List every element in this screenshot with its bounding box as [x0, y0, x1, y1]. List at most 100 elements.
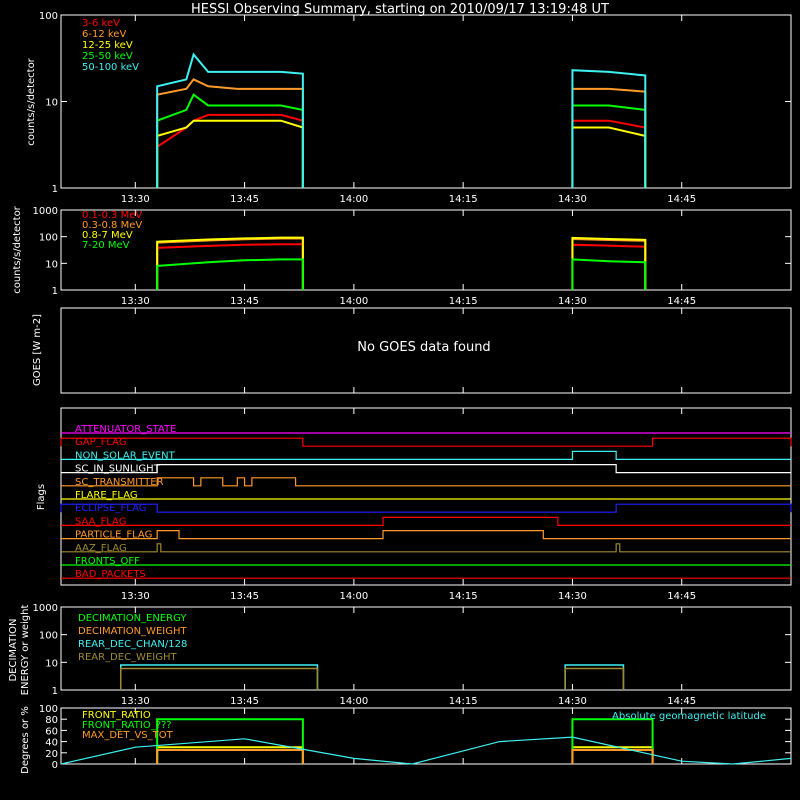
xray-series-1-seg-0	[156, 78, 304, 188]
y-tick-label-10: 10	[45, 98, 58, 109]
panel-xray-frame	[60, 14, 792, 189]
gamma-series-3-seg-0	[156, 258, 304, 290]
gamma-legend-1: 0.3-0.8 MeV	[82, 220, 142, 231]
flag-label-4: SC_TRANSMITTER	[75, 477, 164, 488]
y-tick-label-100: 100	[39, 704, 58, 715]
gamma-series-0-seg-0	[156, 243, 304, 290]
flag-trace-6	[60, 503, 792, 513]
xray-series-4-seg-1	[571, 69, 647, 188]
flag-trace-4	[61, 477, 791, 487]
flag-trace-1	[60, 437, 792, 447]
dec-series-3-seg-0	[119, 667, 319, 690]
dec-ylabel-1: DECIMATION	[8, 618, 19, 681]
y-tick-label-1: 1	[52, 686, 58, 697]
flag-label-3: SC_IN_SUNLIGHT	[75, 464, 161, 475]
xray-series-1-seg-1	[571, 87, 647, 188]
gamma-time-label-2: 14:00	[339, 296, 368, 307]
xray-series-2-seg-1	[571, 126, 647, 188]
gamma-series-0-seg-1	[571, 243, 647, 290]
y-tick-label-10: 10	[45, 658, 58, 669]
flag-trace-8	[61, 529, 791, 540]
flags-ylabel: Flags	[36, 484, 47, 510]
xray-series-0-seg-0	[156, 113, 304, 188]
dec-legend-1: DECIMATION_WEIGHT	[78, 626, 187, 637]
ratio-series-3	[60, 736, 792, 765]
gamma-legend-2: 0.8-7 MeV	[82, 230, 133, 241]
goes-message: No GOES data found	[357, 340, 490, 355]
xray-time-label-5: 14:45	[667, 194, 696, 205]
ratio-series-1-seg-1	[571, 718, 654, 764]
dec-legend-0: DECIMATION_ENERGY	[78, 613, 187, 624]
xray-series-2-seg-0	[156, 119, 304, 188]
y-tick-label-1000: 1000	[33, 206, 58, 217]
xray-legend-0: 3-6 keV	[82, 18, 120, 29]
gamma-time-label-5: 14:45	[667, 296, 696, 307]
xray-time-label-3: 14:15	[449, 194, 478, 205]
dec-time-label-2: 14:00	[339, 696, 368, 707]
flags-time-label-1: 13:45	[230, 591, 259, 602]
y-tick-label-20: 20	[45, 749, 58, 760]
xray-time-label-0: 13:30	[121, 194, 150, 205]
goes-ylabel: GOES [W m-2]	[32, 314, 43, 386]
flag-label-10: FRONTS_OFF	[75, 556, 140, 567]
flag-trace-3	[61, 464, 791, 474]
gamma-time-label-4: 14:30	[558, 296, 587, 307]
gamma-time-label-0: 13:30	[121, 296, 150, 307]
xray-ylabel: counts/s/detector	[26, 57, 37, 145]
dec-time-label-5: 14:45	[667, 696, 696, 707]
panel-decimation-frame	[60, 606, 792, 691]
y-tick-label-80: 80	[45, 715, 58, 726]
flag-label-9: AAZ_FLAG	[75, 543, 127, 554]
xray-legend-4: 50-100 keV	[82, 62, 139, 73]
xray-series-4-seg-0	[156, 52, 304, 188]
flags-time-label-0: 13:30	[121, 591, 150, 602]
xray-time-label-2: 14:00	[339, 194, 368, 205]
gamma-legend-0: 0.1-0.3 MeV	[82, 210, 142, 221]
gamma-series-2-seg-1	[571, 236, 647, 290]
flag-label-11: BAD_PACKETS	[75, 569, 146, 580]
ratio-series-2-seg-0	[156, 749, 304, 764]
y-tick-label-0: 0	[52, 760, 58, 771]
flags-time-label-2: 14:00	[339, 591, 368, 602]
dec-time-label-1: 13:45	[230, 696, 259, 707]
ratio-legend-0: FRONT_RATIO	[82, 710, 151, 721]
panel-gamma-frame	[60, 209, 792, 291]
xray-time-label-1: 13:45	[230, 194, 259, 205]
xray-legend-1: 6-12 keV	[82, 29, 126, 40]
y-tick-label-40: 40	[45, 738, 58, 749]
panel-goes-frame	[60, 307, 792, 394]
plot-title: HESSI Observing Summary, starting on 201…	[191, 2, 609, 17]
y-tick-label-100: 100	[39, 233, 58, 244]
flags-time-label-5: 14:45	[667, 591, 696, 602]
xray-legend-3: 25-50 keV	[82, 51, 133, 62]
y-tick-label-60: 60	[45, 726, 58, 737]
gamma-time-label-1: 13:45	[230, 296, 259, 307]
flag-label-0: ATTENUATOR_STATE	[75, 424, 176, 435]
dec-time-label-0: 13:30	[121, 696, 150, 707]
panel-flags-frame	[60, 407, 792, 586]
flag-trace-2	[61, 450, 791, 460]
ratio-legend-1: FRONT_RATIO_???	[82, 720, 172, 731]
dec-ylabel-2: ENERGY or weight	[20, 605, 31, 696]
xray-series-0-seg-1	[571, 119, 647, 188]
gamma-ylabel: counts/s/detector	[12, 205, 23, 293]
xray-time-label-4: 14:30	[558, 194, 587, 205]
dec-legend-3: REAR_DEC_WEIGHT	[78, 652, 177, 663]
gamma-legend-3: 7-20 MeV	[82, 240, 130, 251]
dec-time-label-4: 14:30	[558, 696, 587, 707]
xray-legend-2: 12-25 keV	[82, 40, 133, 51]
flag-label-5: FLARE_FLAG	[75, 490, 138, 501]
ratio-series-2-seg-1	[571, 749, 654, 764]
y-tick-label-1000: 1000	[33, 603, 58, 614]
dec-series-3-seg-1	[564, 667, 625, 690]
panel-ratio-frame	[60, 707, 792, 765]
flag-label-8: PARTICLE_FLAG	[75, 530, 152, 541]
y-tick-label-1: 1	[52, 184, 58, 195]
gamma-series-3-seg-1	[571, 258, 647, 290]
ratio-legend-2: MAX_DET_VS_TOT	[82, 730, 174, 741]
flags-time-label-4: 14:30	[558, 591, 587, 602]
dec-time-label-3: 14:15	[449, 696, 478, 707]
xray-series-3-seg-0	[156, 93, 304, 188]
flag-label-2: NON_SOLAR_EVENT	[75, 450, 176, 461]
flags-time-label-3: 14:15	[449, 591, 478, 602]
